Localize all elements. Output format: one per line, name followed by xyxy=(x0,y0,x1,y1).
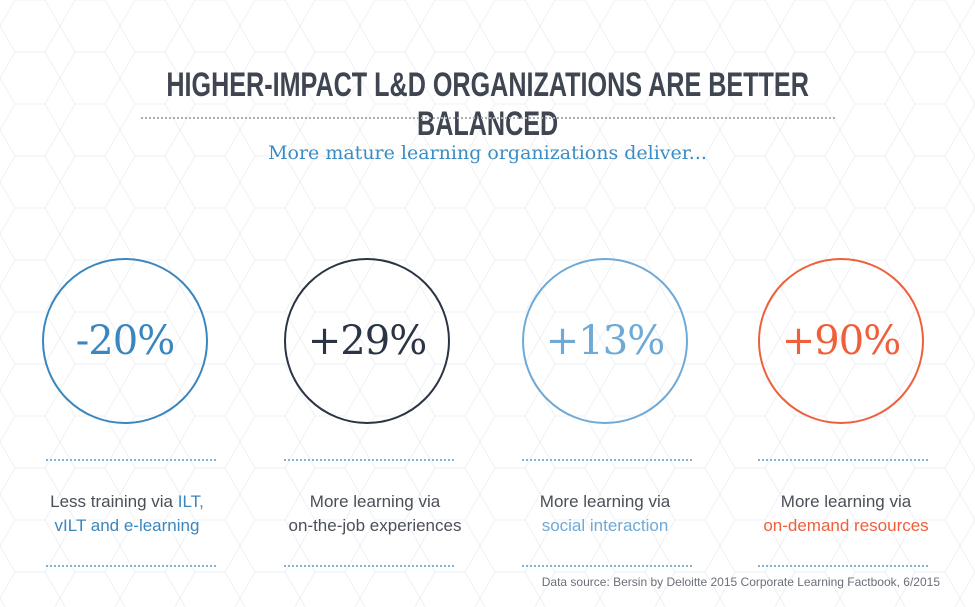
stat-caption-4: More learning via on-demand resources xyxy=(736,490,956,538)
page-title: HIGHER-IMPACT L&D ORGANIZATIONS ARE BETT… xyxy=(166,66,809,143)
stat-caption-1: Less training via ILT, vILT and e-learni… xyxy=(17,490,237,538)
caption-highlight: vILT and e-learning xyxy=(54,516,200,535)
stat-value-3: +13% xyxy=(545,318,665,364)
caption-highlight: ILT, xyxy=(177,492,204,511)
caption-highlight: social interaction xyxy=(541,516,669,535)
stat-caption-3: More learning via social interaction xyxy=(495,490,715,538)
stat-value-1: -20% xyxy=(75,318,175,364)
stat-circle-3: +13% xyxy=(522,258,688,424)
stat-rule-top-3 xyxy=(522,459,692,461)
stat-rule-bottom-1 xyxy=(46,565,216,567)
stat-rule-bottom-4 xyxy=(758,565,928,567)
subtitle: More mature learning organizations deliv… xyxy=(268,142,707,164)
stat-rule-top-2 xyxy=(284,459,454,461)
stat-circle-2: +29% xyxy=(284,258,450,424)
caption-plain: More learning via xyxy=(539,492,671,511)
stat-circle-1: -20% xyxy=(42,258,208,424)
stat-caption-2: More learning via on-the-job experiences xyxy=(265,490,485,538)
stat-rule-bottom-2 xyxy=(284,565,454,567)
stat-rule-top-4 xyxy=(758,459,928,461)
stat-rule-bottom-3 xyxy=(522,565,692,567)
caption-highlight: on-demand resources xyxy=(763,516,929,535)
caption-plain: on-the-job experiences xyxy=(288,516,462,535)
title-divider xyxy=(141,117,835,119)
caption-plain: More learning via xyxy=(309,492,441,511)
caption-plain: More learning via xyxy=(780,492,912,511)
stat-value-4: +90% xyxy=(781,318,901,364)
stat-value-2: +29% xyxy=(307,318,427,364)
stat-rule-top-1 xyxy=(46,459,216,461)
caption-plain: Less training via xyxy=(50,492,178,511)
stat-circle-4: +90% xyxy=(758,258,924,424)
data-source-note: Data source: Bersin by Deloitte 2015 Cor… xyxy=(541,575,940,589)
